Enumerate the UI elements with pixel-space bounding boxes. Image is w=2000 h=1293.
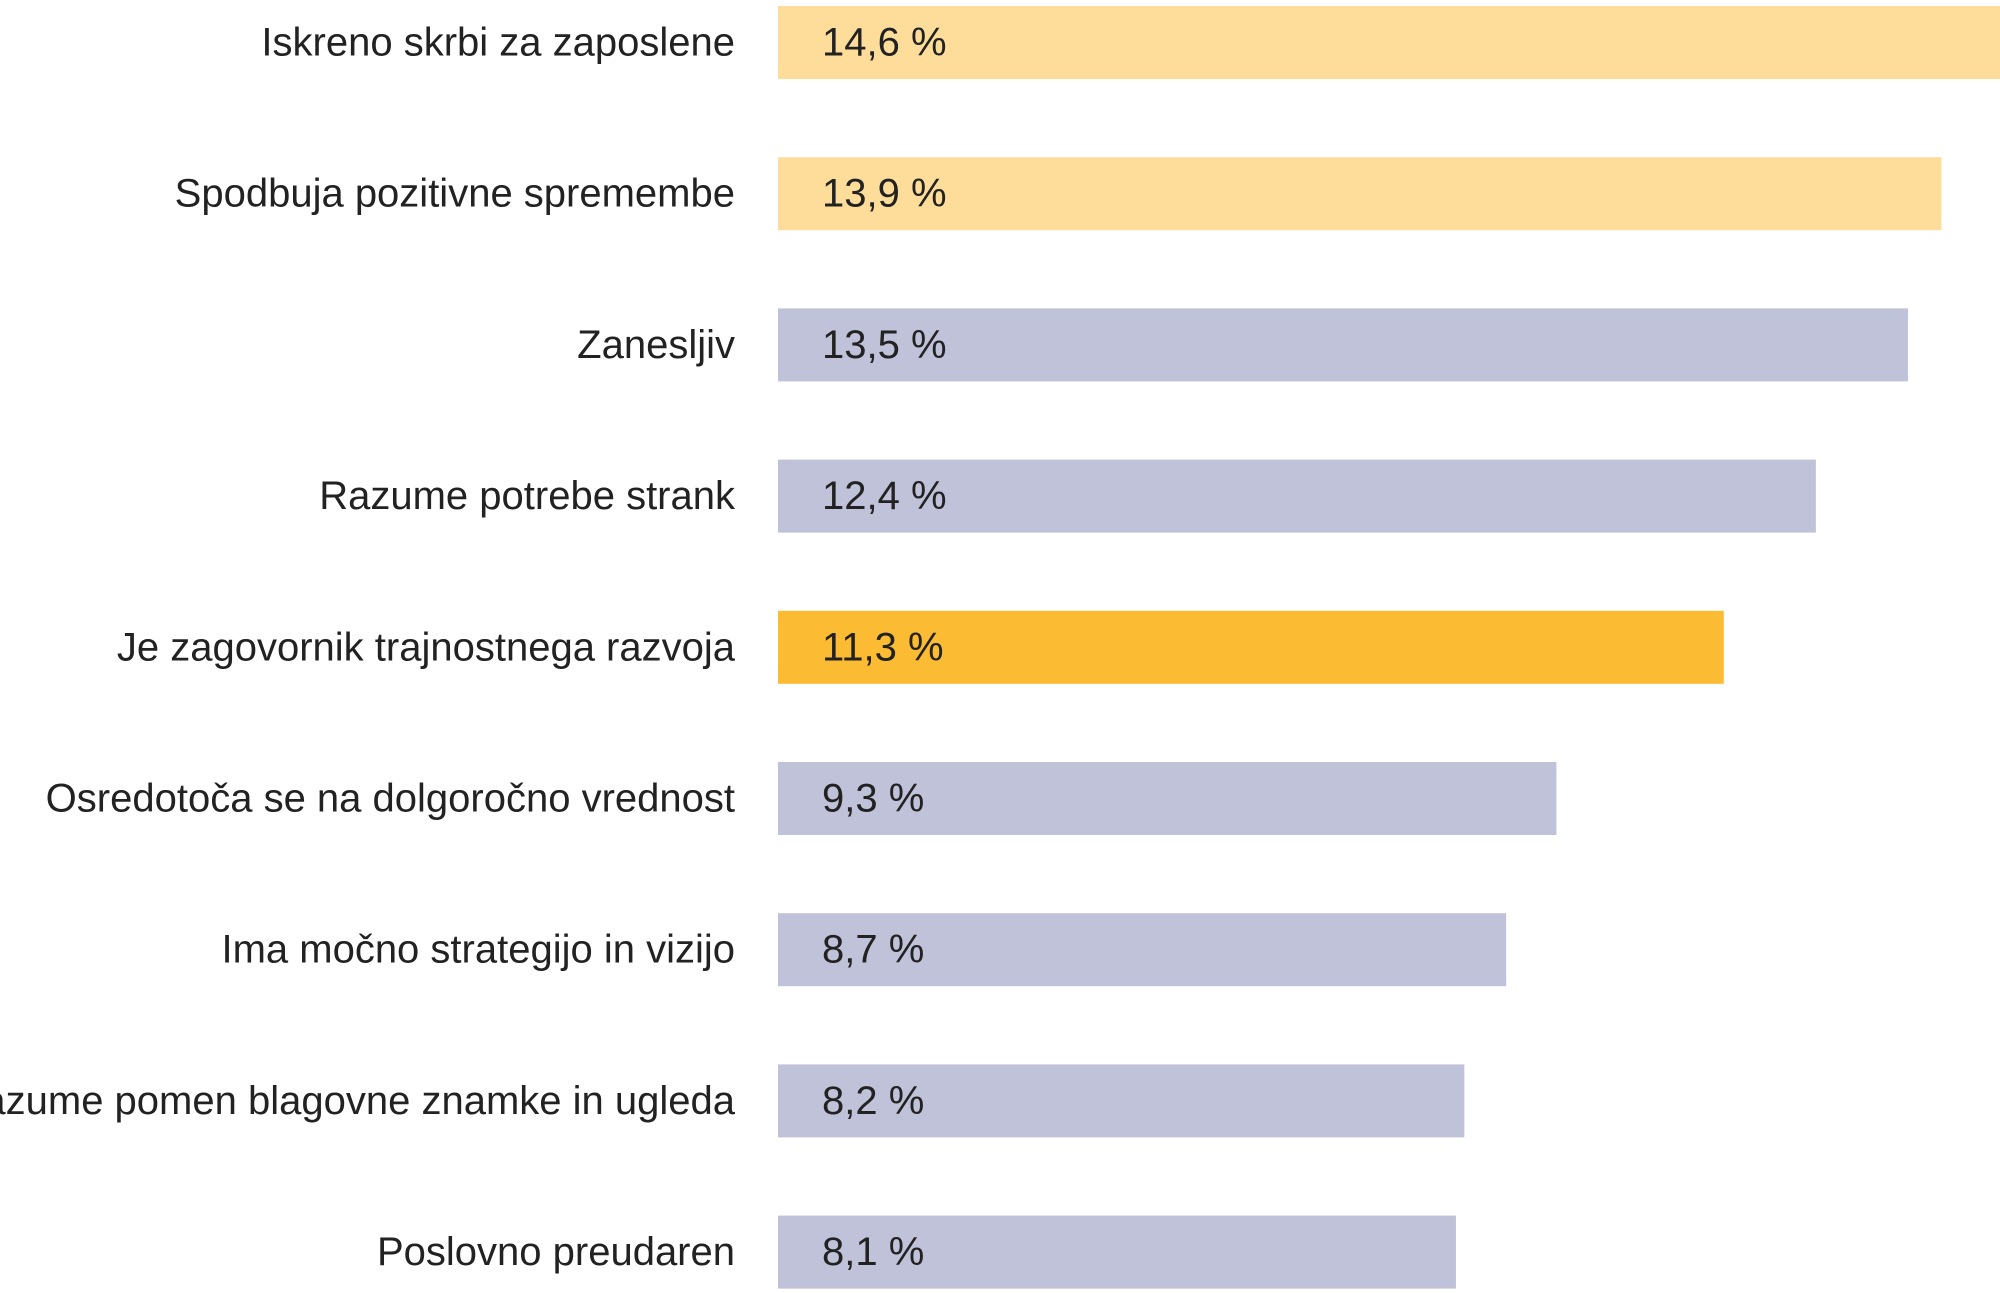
bar <box>778 459 1816 533</box>
value-label: 8,7 % <box>822 928 924 972</box>
value-labels-layer: 14,6 % 13,9 % 13,5 % 12,4 % 11,3 % 9,3 % 8,7 %… <box>822 21 947 1275</box>
category-label: Razume pomen blagovne znamke in ugleda <box>0 1079 736 1123</box>
bar <box>778 308 1908 382</box>
value-label: 14,6 % <box>822 21 947 65</box>
bar <box>778 1064 1465 1138</box>
value-label: 11,3 % <box>822 625 944 669</box>
bar <box>778 157 1942 231</box>
category-label: Osredotoča se na dolgoročno vrednost <box>46 777 735 821</box>
value-label: 9,3 % <box>822 777 924 821</box>
category-labels-layer: Iskreno skrbi za zaposlene Spodbuja pozit… <box>0 21 736 1275</box>
category-label: Ima močno strategijo in vizijo <box>221 928 735 972</box>
bar <box>778 762 1557 835</box>
category-label: Zanesljiv <box>577 323 735 367</box>
category-label: Iskreno skrbi za zaposlene <box>261 21 735 65</box>
bar <box>778 1215 1456 1289</box>
bars-layer <box>778 6 2000 1289</box>
value-label: 8,2 % <box>822 1079 924 1123</box>
bar <box>778 610 1724 684</box>
category-label: Spodbuja pozitivne spremembe <box>175 172 735 216</box>
value-label: 13,9 % <box>822 172 947 216</box>
bar <box>778 6 2000 79</box>
value-label: 13,5 % <box>822 323 947 367</box>
value-label: 12,4 % <box>822 474 947 518</box>
category-label: Poslovno preudaren <box>377 1230 735 1274</box>
bar <box>778 913 1507 987</box>
category-label: Je zagovornik trajnostnega razvoja <box>117 625 736 669</box>
value-label: 8,1 % <box>822 1230 924 1274</box>
category-label: Razume potrebe strank <box>319 474 736 518</box>
